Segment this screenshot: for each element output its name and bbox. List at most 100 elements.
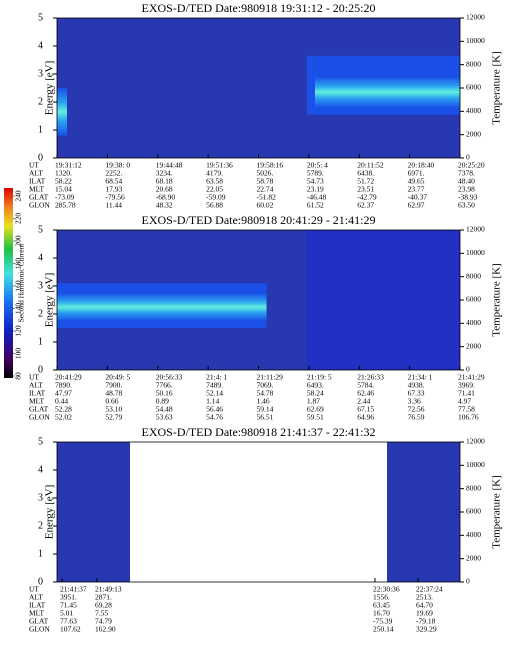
- ephemeris-value: 2513.: [416, 593, 433, 602]
- ephemeris-value: 16.70: [373, 609, 390, 618]
- ephemeris-label: GLON: [29, 625, 50, 634]
- y2-tick-label: 8000: [466, 483, 481, 492]
- ephemeris-value: 21:4: 1: [206, 373, 227, 382]
- y2-tick-label: 0: [466, 577, 470, 586]
- y-tick-label: 2: [38, 308, 43, 319]
- ephemeris-label: UT: [29, 373, 39, 382]
- ephemeris-value: 21:41:37: [60, 585, 87, 594]
- ephemeris-value: 71.45: [60, 601, 77, 610]
- ephemeris-value: -79.56: [105, 193, 125, 202]
- ephemeris-value: 5.01: [60, 609, 73, 618]
- ephemeris-value: 58.78: [257, 177, 274, 186]
- y2-tick-label: 4000: [466, 530, 481, 539]
- ephemeris-label: GLON: [29, 201, 50, 210]
- ephemeris-value: 7900.: [105, 381, 122, 390]
- ephemeris-value: 23.51: [357, 185, 374, 194]
- spectrogram: [57, 442, 130, 582]
- ephemeris-value: 21:49:13: [95, 585, 122, 594]
- spectrogram-band: [314, 76, 460, 108]
- ephemeris-label: ILAT: [29, 177, 46, 186]
- ephemeris-value: 5026.: [257, 169, 274, 178]
- ephemeris-value: 56.46: [206, 405, 223, 414]
- ephemeris-value: 19:38: 0: [105, 161, 130, 170]
- y2-axis-label: Temperature [K]: [491, 51, 503, 124]
- y-tick-label: 5: [38, 436, 43, 447]
- ephemeris-value: 62.46: [357, 389, 374, 398]
- ephemeris-value: 77.63: [60, 617, 77, 626]
- ephemeris-label: MLT: [29, 185, 45, 194]
- ephemeris-value: 48.32: [156, 201, 173, 210]
- colorbar-label: Second Harmonic Current: [17, 243, 26, 323]
- ephemeris-value: 62.37: [357, 201, 374, 210]
- spectrogram-band: [57, 88, 67, 136]
- y2-tick-label: 0: [466, 153, 470, 162]
- ephemeris-value: 20.68: [156, 185, 173, 194]
- ephemeris-value: 20:41:29: [55, 373, 82, 382]
- y-tick-label: 2: [38, 96, 43, 107]
- y2-axis-label: Temperature [K]: [491, 475, 503, 548]
- ephemeris-value: 23.77: [408, 185, 425, 194]
- ephemeris-value: 1320.: [55, 169, 72, 178]
- ephemeris-label: ALT: [29, 169, 43, 178]
- ephemeris-value: 52.02: [55, 413, 72, 422]
- y2-tick-label: 6000: [466, 295, 481, 304]
- ephemeris-value: 23.98: [458, 185, 475, 194]
- ephemeris-value: 2252.: [105, 169, 122, 178]
- ephemeris-value: 0.44: [55, 397, 68, 406]
- y-tick-label: 0: [38, 576, 43, 587]
- ephemeris-value: 62.97: [408, 201, 425, 210]
- ephemeris-value: 64.96: [357, 413, 374, 422]
- ephemeris-value: 1.46: [257, 397, 270, 406]
- ephemeris-value: -73.09: [55, 193, 75, 202]
- ephemeris-value: 19:44:48: [156, 161, 183, 170]
- colorbar-tick-label: 160: [14, 280, 23, 292]
- y2-tick-label: 10000: [466, 36, 485, 45]
- ephemeris-value: 47.97: [55, 389, 72, 398]
- ephemeris-value: 0.66: [105, 397, 118, 406]
- ephemeris-value: 162.90: [95, 625, 116, 634]
- ephemeris-value: 7489.: [206, 381, 223, 390]
- ephemeris-value: 63.45: [373, 601, 390, 610]
- ephemeris-value: 50.16: [156, 389, 173, 398]
- y2-tick-label: 0: [466, 365, 470, 374]
- ephemeris-value: -46.48: [307, 193, 327, 202]
- ephemeris-value: 3951.: [60, 593, 77, 602]
- ephemeris-value: 52.14: [206, 389, 223, 398]
- ephemeris-value: 59.51: [307, 413, 324, 422]
- ephemeris-value: 20:56:33: [156, 373, 183, 382]
- y-axis-label: Energy [eV]: [44, 485, 56, 539]
- ephemeris-value: 59.14: [257, 405, 274, 414]
- ephemeris-value: 48.40: [458, 177, 475, 186]
- ephemeris-value: 19:58:16: [257, 161, 284, 170]
- panel-title: EXOS-D/TED Date:980918 20:41:29 - 21:41:…: [142, 213, 376, 227]
- y2-axis-label: Temperature [K]: [491, 263, 503, 336]
- y2-tick-label: 6000: [466, 507, 481, 516]
- ephemeris-value: 64.70: [416, 601, 433, 610]
- ephemeris-value: 22.74: [257, 185, 274, 194]
- ephemeris-label: ILAT: [29, 389, 46, 398]
- ephemeris-label: GLAT: [29, 617, 49, 626]
- ephemeris-value: 61.52: [307, 201, 324, 210]
- ephemeris-value: 54.78: [257, 389, 274, 398]
- colorbar-tick-label: 240: [14, 190, 23, 202]
- ephemeris-value: -51.82: [257, 193, 277, 202]
- y-axis-label: Energy [eV]: [44, 273, 56, 327]
- ephemeris-value: 2.44: [357, 397, 370, 406]
- ephemeris-value: 22:37:24: [416, 585, 443, 594]
- colorbar-tick-label: 220: [14, 213, 23, 225]
- y2-tick-label: 12000: [466, 13, 485, 22]
- ephemeris-value: 52.28: [55, 405, 72, 414]
- ephemeris-value: 51.72: [357, 177, 374, 186]
- colorbar-tick-label: 200: [14, 235, 23, 247]
- ephemeris-value: 74.79: [95, 617, 112, 626]
- ephemeris-value: 4.97: [458, 397, 471, 406]
- panel-title: EXOS-D/TED Date:980918 19:31:12 - 20:25:…: [142, 1, 376, 15]
- y-tick-label: 1: [38, 336, 43, 347]
- y2-tick-label: 8000: [466, 271, 481, 280]
- ephemeris-label: MLT: [29, 397, 45, 406]
- ephemeris-value: 49.65: [408, 177, 425, 186]
- ephemeris-value: 21:19: 5: [307, 373, 332, 382]
- y2-tick-label: 4000: [466, 106, 481, 115]
- ephemeris-value: 54.48: [156, 405, 173, 414]
